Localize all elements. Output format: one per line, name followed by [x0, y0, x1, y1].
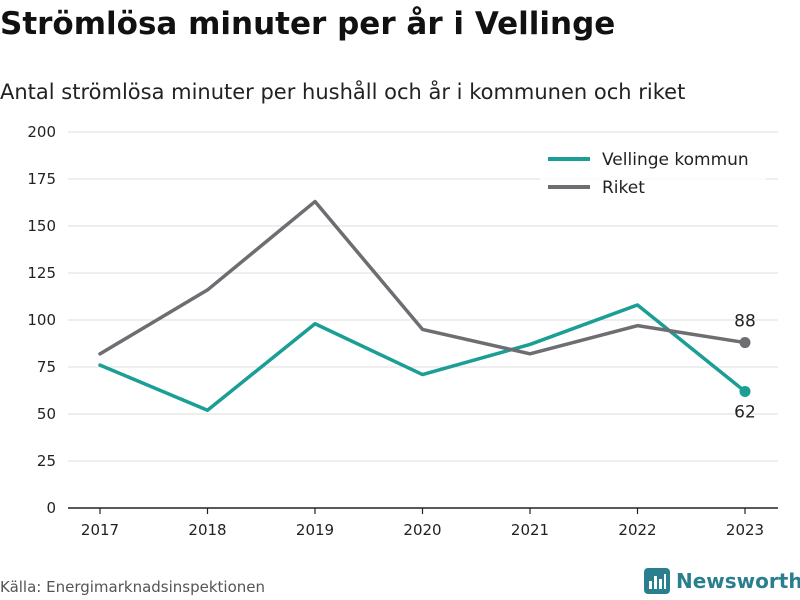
chart-subtitle: Antal strömlösa minuter per hushåll och …	[0, 80, 686, 104]
legend-background	[540, 144, 766, 204]
legend-label: Riket	[602, 178, 645, 198]
y-tick-label: 175	[27, 170, 56, 188]
legend: Vellinge kommun Riket	[540, 144, 766, 204]
chart-title: Strömlösa minuter per år i Vellinge	[0, 6, 616, 42]
x-tick-label: 2017	[81, 521, 119, 539]
x-tick-label: 2018	[188, 521, 226, 539]
y-tick-label: 25	[37, 452, 56, 470]
y-tick-label: 100	[27, 311, 56, 329]
y-tick-label: 0	[46, 499, 56, 517]
end-data-label: 62	[734, 402, 756, 422]
x-tick-label: 2019	[296, 521, 334, 539]
y-tick-label: 150	[27, 217, 56, 235]
end-point-marker	[739, 337, 751, 349]
y-tick-label: 125	[27, 264, 56, 282]
y-tick-label: 200	[27, 123, 56, 141]
x-tick-label: 2022	[618, 521, 656, 539]
end-data-label: 88	[734, 312, 756, 332]
series-lines: 62 88	[98, 199, 756, 422]
y-tick-label: 75	[37, 358, 56, 376]
bar-chart-logo-icon	[644, 568, 670, 594]
x-tick-label: 2020	[403, 521, 441, 539]
source-note: Källa: Energimarknadsinspektionen	[0, 578, 266, 596]
y-tick-label: 50	[37, 405, 56, 423]
end-point-marker	[739, 385, 751, 397]
series-line-vellinge	[98, 303, 747, 412]
brand-logo: Newsworthy	[644, 568, 800, 594]
x-tick-label: 2023	[726, 521, 764, 539]
series-line-riket	[98, 199, 747, 356]
y-axis-ticks: 0 25 50 75 100 125 150 175 200	[27, 123, 56, 517]
x-tick-label: 2021	[511, 521, 549, 539]
x-axis-ticks: 2017 2018 2019 2020 2021 2022 2023	[81, 508, 764, 539]
legend-label: Vellinge kommun	[602, 150, 749, 170]
brand-name: Newsworthy	[676, 569, 800, 593]
